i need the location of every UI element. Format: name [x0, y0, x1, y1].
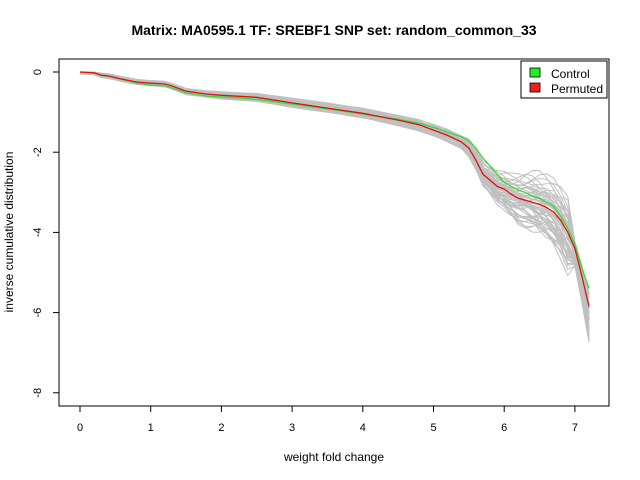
x-tick-label: 1: [148, 422, 154, 434]
series-lines-group: [79, 71, 590, 307]
legend: Control Permuted: [520, 60, 608, 99]
y-tick-label: -2: [32, 147, 44, 157]
legend-swatch-permuted: [529, 82, 541, 93]
x-tick-label: 6: [501, 422, 507, 434]
legend-label-control: Control: [551, 67, 590, 81]
series-line-permuted: [79, 71, 590, 307]
x-tick-label: 4: [360, 422, 366, 434]
x-tick-label: 0: [77, 422, 83, 434]
y-tick-label: -4: [32, 228, 44, 238]
x-tick-label: 3: [289, 422, 295, 434]
y-axis-label: inverse cumulative distribution: [2, 152, 16, 313]
y-tick-label: -8: [32, 388, 44, 398]
y-axis: 0 -2 -4 -6 -8: [32, 69, 60, 398]
series-line-control: [79, 71, 590, 289]
x-axis-label: weight fold change: [283, 450, 384, 464]
x-tick-label: 7: [572, 422, 578, 434]
x-tick-label: 2: [218, 422, 224, 434]
y-tick-label: -6: [32, 308, 44, 318]
x-tick-label: 5: [430, 422, 436, 434]
legend-box: [520, 60, 608, 99]
permutation-line: [79, 72, 590, 338]
y-tick-label: 0: [32, 69, 44, 75]
legend-swatch-control: [529, 67, 541, 78]
x-axis: 0 1 2 3 4 5 6 7: [77, 405, 578, 434]
chart-title: Matrix: MA0595.1 TF: SREBF1 SNP set: ran…: [131, 22, 536, 38]
legend-label-permuted: Permuted: [551, 82, 603, 96]
